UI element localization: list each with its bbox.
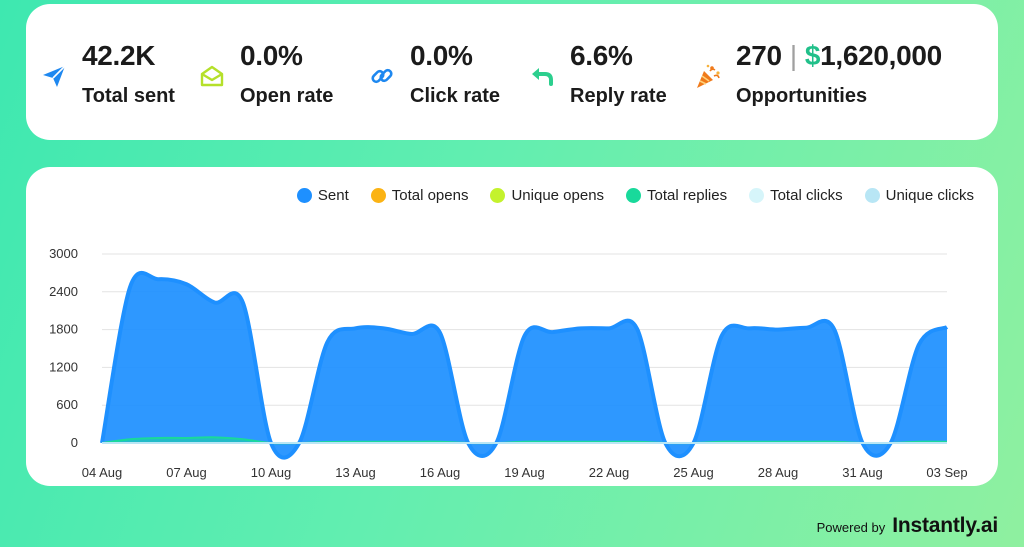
- series-sent: [100, 270, 949, 460]
- x-tick-label: 13 Aug: [335, 465, 376, 480]
- y-tick-label: 1800: [49, 322, 78, 337]
- legend-item[interactable]: Total replies: [626, 187, 727, 204]
- opportunities-amount: 1,620,000: [820, 40, 942, 71]
- stat-value: 42.2K: [82, 40, 156, 71]
- legend-swatch: [296, 188, 312, 203]
- currency-symbol: $: [804, 40, 821, 71]
- x-tick-label: 16 Aug: [420, 465, 461, 480]
- y-tick-label: 0: [71, 435, 78, 450]
- stat-label: Click rate: [410, 85, 501, 107]
- x-tick-label: 31 Aug: [842, 465, 883, 480]
- stat-label: Opportunities: [736, 85, 868, 107]
- x-tick-label: 10 Aug: [251, 465, 292, 480]
- open-envelope-icon: [200, 65, 224, 87]
- link-icon: [371, 68, 393, 84]
- opportunities-count: 270: [736, 40, 782, 71]
- y-tick-label: 600: [56, 397, 78, 412]
- legend-label: Total clicks: [770, 187, 843, 204]
- y-tick-label: 1200: [49, 359, 78, 374]
- chart-legend: Sent Total opens Unique opens Total replies…: [296, 187, 974, 204]
- legend-swatch: [490, 188, 506, 203]
- legend-label: Total replies: [647, 187, 728, 204]
- legend-swatch: [370, 188, 386, 203]
- brand-logo[interactable]: Instantly.ai: [892, 514, 998, 537]
- legend-label: Sent: [317, 187, 349, 204]
- area-chart: 0 600 1200 1800 2400 3000 04 Aug 07 Aug 10 Aug 13…: [49, 246, 968, 480]
- chart-card: Sent Total opens Unique opens Total replies…: [26, 167, 998, 486]
- legend-swatch: [749, 188, 765, 203]
- x-tick-label: 04 Aug: [82, 465, 123, 480]
- stat-label: Reply rate: [570, 85, 667, 107]
- x-tick-label: 22 Aug: [589, 465, 630, 480]
- party-popper-icon: [697, 64, 720, 88]
- legend-swatch: [864, 188, 880, 203]
- series-line: [100, 270, 949, 460]
- stat-value: 0.0%: [410, 40, 473, 71]
- legend-item[interactable]: Unique opens: [490, 187, 604, 204]
- legend-item[interactable]: Total clicks: [749, 187, 843, 204]
- x-tick-label: 28 Aug: [758, 465, 799, 480]
- powered-by: Powered by Instantly.ai: [816, 514, 999, 538]
- separator: |: [789, 40, 797, 71]
- send-icon: [43, 65, 66, 87]
- x-tick-label: 19 Aug: [504, 465, 545, 480]
- legend-item[interactable]: Sent: [296, 187, 349, 204]
- series-total-replies: [101, 436, 948, 445]
- y-tick-label: 2400: [49, 284, 78, 299]
- stat-value: 6.6%: [570, 40, 633, 71]
- stats-card: 42.2K Total sent 0.0% Open rate 0.0% Cli…: [26, 4, 998, 140]
- legend-item[interactable]: Unique clicks: [864, 187, 974, 204]
- x-tick-label: 07 Aug: [166, 465, 207, 480]
- stat-label: Open rate: [240, 85, 334, 107]
- series-area: [102, 272, 947, 458]
- legend-item[interactable]: Total opens: [370, 187, 469, 204]
- stat-value: 0.0%: [240, 40, 303, 71]
- x-tick-label: 03 Sep: [926, 465, 967, 480]
- legend-label: Unique opens: [511, 187, 605, 204]
- legend-swatch: [626, 188, 642, 203]
- legend-label: Unique clicks: [885, 187, 974, 204]
- series-line: [101, 436, 948, 445]
- y-tick-label: 3000: [49, 246, 78, 261]
- reply-icon: [532, 68, 553, 86]
- legend-label: Total opens: [391, 187, 469, 204]
- powered-by-label: Powered by: [816, 520, 886, 535]
- x-tick-label: 25 Aug: [673, 465, 714, 480]
- stat-value: 270 | $1,620,000: [736, 40, 942, 72]
- stat-label: Total sent: [82, 85, 175, 107]
